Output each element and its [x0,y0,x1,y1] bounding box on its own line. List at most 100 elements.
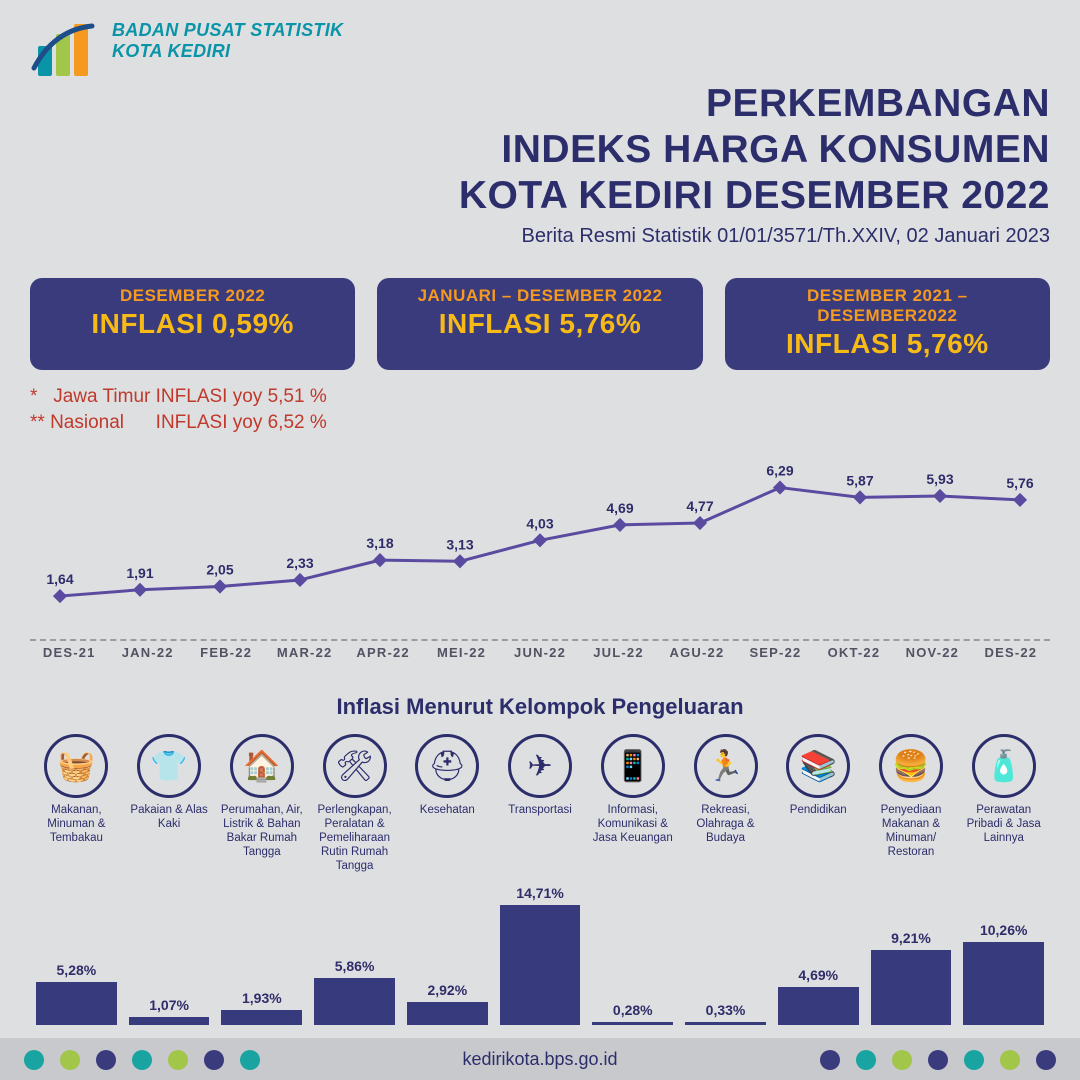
org-line2: KOTA KEDIRI [112,41,343,62]
category-icon: 🧴 [972,734,1036,798]
bar-value-label: 9,21% [891,930,931,946]
line-chart-value-label: 1,91 [126,565,153,581]
stat-box-month: DESEMBER 2022 INFLASI 0,59% [30,278,355,370]
footer-dot-icon [96,1050,116,1070]
bar-rect [221,1010,302,1026]
footer-dot-icon [928,1050,948,1070]
footer-dot-icon [60,1050,80,1070]
bar-slot: 9,21% [865,875,958,1025]
line-chart-value-label: 4,69 [606,500,633,516]
line-chart-xlabel: JUN-22 [501,645,579,660]
line-chart-value-label: 4,03 [526,516,553,532]
line-chart-xlabel: NOV-22 [893,645,971,660]
category-item: 🍔Penyediaan Makanan & Minuman/ Restoran [865,734,958,873]
category-icon: 🧺 [44,734,108,798]
footer-dot-icon [1036,1050,1056,1070]
title-line2: INDEKS HARGA KONSUMEN [30,127,1050,173]
line-chart-xlabel: APR-22 [344,645,422,660]
stat-period: DESEMBER 2022 [40,286,345,306]
footer-dot-icon [240,1050,260,1070]
line-chart-xlabel: FEB-22 [187,645,265,660]
title-line3: KOTA KEDIRI DESEMBER 2022 [30,173,1050,219]
category-icon: ✈ [508,734,572,798]
footer-dot-icon [964,1050,984,1070]
bar-rect [778,987,859,1025]
bar-slot: 2,92% [401,875,494,1025]
bar-value-label: 1,07% [149,997,189,1013]
bar-slot: 10,26% [957,875,1050,1025]
category-icon: 🏠 [230,734,294,798]
bar-slot: 14,71% [494,875,587,1025]
bar-rect [407,1002,488,1026]
footer-dot-icon [1000,1050,1020,1070]
footnote-2: ** Nasional INFLASI yoy 6,52 % [30,412,327,433]
line-chart-xlabel: OKT-22 [815,645,893,660]
bar-slot: 5,86% [308,875,401,1025]
bar-value-label: 5,28% [57,962,97,978]
stat-row: DESEMBER 2022 INFLASI 0,59% JANUARI – DE… [30,278,1050,370]
line-chart-xlabel: MEI-22 [422,645,500,660]
category-item: 🏃Rekreasi, Olahraga & Budaya [679,734,772,873]
line-chart-value-label: 4,77 [686,498,713,514]
footer-dot-icon [892,1050,912,1070]
footer-dot-icon [132,1050,152,1070]
bar-value-label: 2,92% [427,982,467,998]
category-item: 📱Informasi, Komunikasi & Jasa Keuangan [586,734,679,873]
footer: kedirikota.bps.go.id [0,1038,1080,1080]
bar-value-label: 0,33% [706,1002,746,1018]
category-label: Perumahan, Air, Listrik & Bahan Bakar Ru… [215,804,308,864]
category-label: Transportasi [506,804,574,864]
org-name: BADAN PUSAT STATISTIK KOTA KEDIRI [112,20,343,61]
stat-value: INFLASI 0,59% [40,308,345,340]
category-icon: 📱 [601,734,665,798]
category-item: 🧺Makanan, Minuman & Tembakau [30,734,123,873]
line-chart-value-label: 5,93 [926,471,953,487]
category-label: Rekreasi, Olahraga & Budaya [679,804,772,864]
bar-value-label: 5,86% [335,958,375,974]
category-item: 🛠Perlengkapan, Peralatan & Pemeliharaan … [308,734,401,873]
category-icon: 🍔 [879,734,943,798]
bar-slot: 1,07% [123,875,216,1025]
bar-slot: 0,33% [679,875,772,1025]
bar-rect [500,905,581,1025]
bar-rect [314,978,395,1026]
line-chart-value-label: 1,64 [46,571,73,587]
category-label: Kesehatan [418,804,477,864]
line-chart-xlabel: DES-22 [972,645,1050,660]
bar-rect [963,942,1044,1026]
category-item: 📚Pendidikan [772,734,865,873]
stat-value: INFLASI 5,76% [735,328,1040,360]
stat-box-yoy: DESEMBER 2021 – DESEMBER2022 INFLASI 5,7… [725,278,1050,370]
line-chart-value-label: 2,05 [206,562,233,578]
category-icon: 🏃 [694,734,758,798]
line-chart-xaxis: DES-21JAN-22FEB-22MAR-22APR-22MEI-22JUN-… [30,645,1050,660]
line-chart-xlabel: AGU-22 [658,645,736,660]
footer-dots-right [820,1050,1056,1070]
footnotes: * Jawa Timur INFLASI yoy 5,51 % ** Nasio… [30,384,1050,435]
bar-slot: 0,28% [586,875,679,1025]
bar-slot: 5,28% [30,875,123,1025]
line-chart-value-label: 6,29 [766,463,793,479]
bar-slot: 1,93% [215,875,308,1025]
footer-url: kedirikota.bps.go.id [462,1049,617,1070]
category-item: 👕Pakaian & Alas Kaki [123,734,216,873]
footer-dot-icon [168,1050,188,1070]
title-block: PERKEMBANGAN INDEKS HARGA KONSUMEN KOTA … [30,81,1050,248]
category-label: Informasi, Komunikasi & Jasa Keuangan [586,804,679,864]
line-chart-xlabel: DES-21 [30,645,108,660]
category-label: Perlengkapan, Peralatan & Pemeliharaan R… [308,804,401,873]
bar-rect [685,1022,766,1025]
subtitle: Berita Resmi Statistik 01/01/3571/Th.XXI… [30,225,1050,248]
bar-value-label: 4,69% [798,967,838,983]
bar-slot: 4,69% [772,875,865,1025]
bar-value-label: 0,28% [613,1002,653,1018]
line-chart-value-label: 5,87 [846,473,873,489]
category-item: ✈Transportasi [494,734,587,873]
section-title: Inflasi Menurut Kelompok Pengeluaran [30,694,1050,720]
category-label: Perawatan Pribadi & Jasa Lainnya [957,804,1050,864]
line-chart: 1,641,912,052,333,183,134,034,694,776,29… [30,441,1050,631]
category-item: 🧴Perawatan Pribadi & Jasa Lainnya [957,734,1050,873]
title-line1: PERKEMBANGAN [30,81,1050,127]
chart-divider [30,639,1050,641]
category-label: Pakaian & Alas Kaki [123,804,216,864]
